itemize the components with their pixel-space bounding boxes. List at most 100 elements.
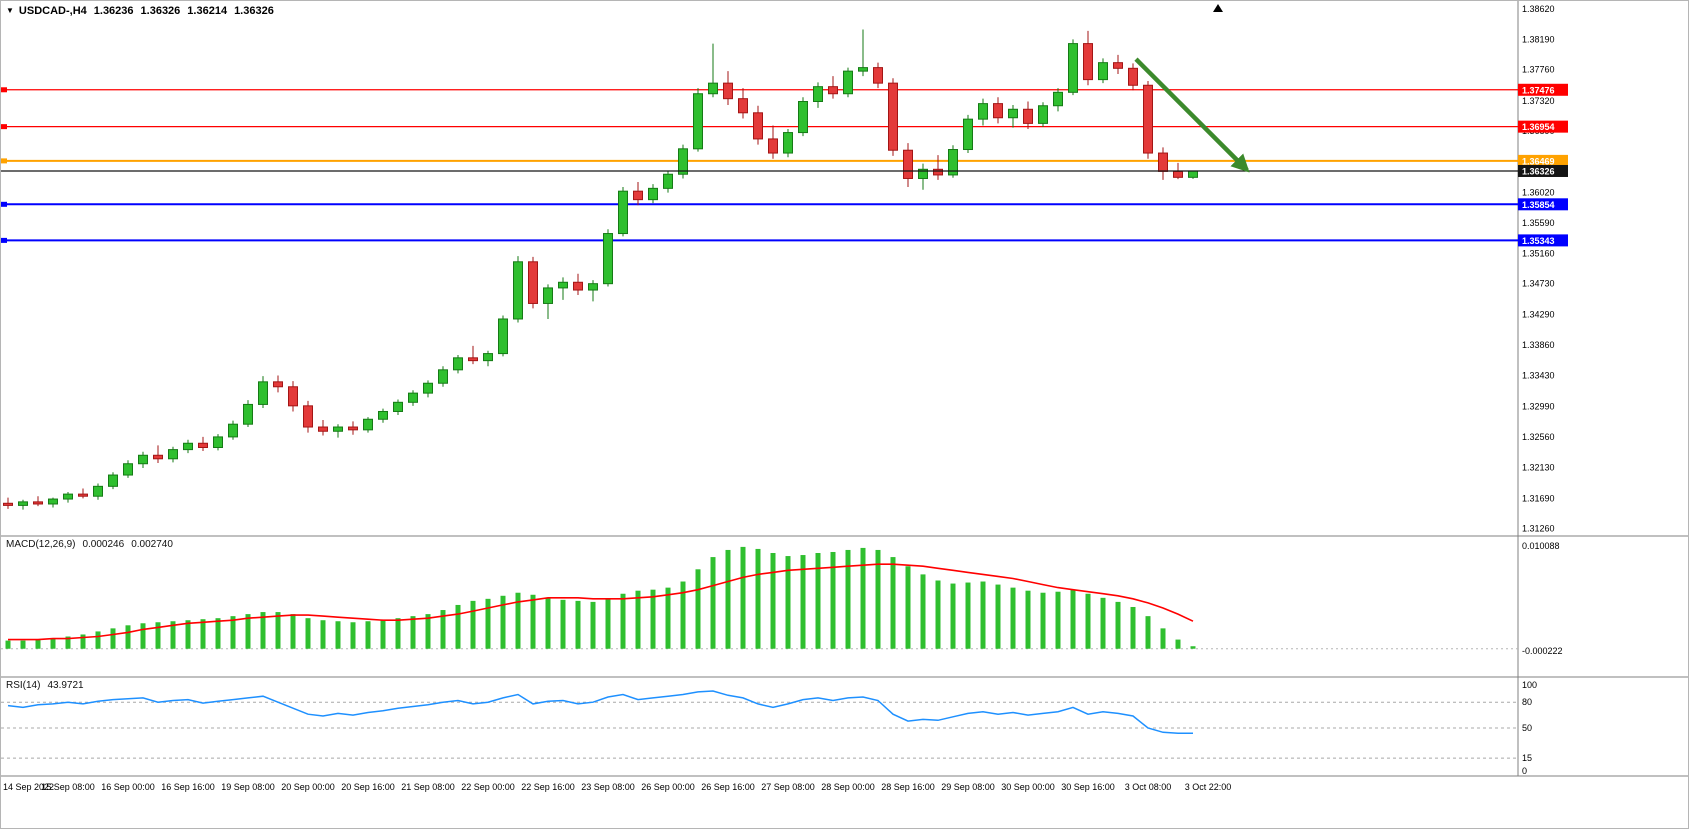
rsi-indicator-label: RSI(14): [6, 680, 41, 691]
price-tag-label: 1.35343: [1522, 236, 1555, 246]
candle-body: [1098, 62, 1108, 81]
macd-histogram-bar: [635, 590, 641, 649]
price-tag-label: 1.37476: [1522, 85, 1555, 95]
trend-arrow[interactable]: [1134, 57, 1250, 173]
candle-body: [168, 449, 178, 460]
macd-histogram-bar: [260, 612, 266, 649]
macd-histogram-bar: [1085, 593, 1091, 649]
candle-body: [708, 82, 718, 95]
candle-body: [213, 436, 223, 448]
time-axis-label: 21 Sep 08:00: [401, 782, 455, 792]
candle-body: [648, 187, 658, 201]
time-axis-label: 16 Sep 00:00: [101, 782, 155, 792]
candle-body: [903, 149, 913, 179]
candle-body: [573, 281, 583, 291]
rsi-axis-label: 15: [1522, 753, 1532, 763]
candle-body: [1173, 170, 1183, 178]
macd-histogram-bar: [605, 598, 611, 649]
macd-histogram-bar: [110, 628, 116, 649]
candle-body: [663, 173, 673, 189]
macd-histogram-bar: [500, 595, 506, 649]
macd-histogram-bar: [875, 549, 881, 649]
hline-left-marker: [1, 124, 7, 130]
candle-body: [948, 149, 958, 176]
candle-body: [753, 112, 763, 140]
macd-histogram-bar: [425, 614, 431, 649]
candle-body: [1113, 62, 1123, 69]
macd-histogram-bar: [20, 640, 26, 649]
candle-body: [1128, 67, 1138, 86]
rsi-line: [7, 690, 1193, 734]
candle-body: [363, 418, 373, 431]
hline-left-marker: [1, 237, 7, 243]
macd-histogram-bar: [575, 600, 581, 649]
candle-body: [1053, 91, 1063, 107]
ohlc-open: 1.36236: [93, 5, 134, 17]
price-tag-label: 1.35854: [1522, 200, 1555, 210]
macd-histogram-bar: [80, 634, 86, 649]
rsi-axis-label: 100: [1522, 680, 1537, 690]
candle-body: [558, 281, 568, 289]
macd-histogram-bar: [980, 581, 986, 649]
macd-histogram-bar: [320, 620, 326, 649]
price-tag: [1518, 234, 1568, 247]
candle-body: [873, 67, 883, 84]
macd-histogram-bar: [170, 621, 176, 649]
macd-histogram-bar: [800, 555, 806, 649]
macd-histogram-bar: [785, 556, 791, 649]
macd-histogram-bar: [1175, 639, 1181, 649]
candle-body: [1038, 105, 1048, 124]
macd-histogram-bar: [1040, 592, 1046, 649]
macd-histogram-bar: [665, 587, 671, 649]
macd-histogram-bar: [740, 546, 746, 649]
candle-body: [228, 423, 238, 438]
price-axis-label: 1.35160: [1522, 248, 1555, 258]
time-axis-label: 28 Sep 00:00: [821, 782, 875, 792]
price-axis-label: 1.32560: [1522, 432, 1555, 442]
candle-body: [258, 381, 268, 405]
candle-body: [513, 261, 523, 320]
price-axis-label: 1.34730: [1522, 279, 1555, 289]
candle-body: [588, 283, 598, 291]
time-axis-label: 28 Sep 16:00: [881, 782, 935, 792]
time-axis-label: 19 Sep 08:00: [221, 782, 275, 792]
candle-body: [768, 138, 778, 154]
candle-body: [273, 381, 283, 388]
candle-body: [978, 103, 988, 120]
macd-histogram-bar: [245, 614, 251, 649]
candle-body: [348, 426, 358, 431]
time-axis-label: 29 Sep 08:00: [941, 782, 995, 792]
rsi-indicator-header: RSI(14) 43.9721: [6, 680, 91, 691]
macd-histogram-bar: [335, 621, 341, 649]
price-axis-label: 1.37760: [1522, 65, 1555, 75]
candle-body: [783, 132, 793, 154]
symbol-dropdown-icon[interactable]: ▼: [6, 6, 14, 15]
price-axis-label: 1.36020: [1522, 188, 1555, 198]
price-axis-label: 1.38620: [1522, 4, 1555, 14]
macd-histogram-bar: [710, 557, 716, 649]
candle-body: [408, 392, 418, 403]
macd-histogram-bar: [755, 548, 761, 649]
price-tag: [1518, 120, 1568, 133]
price-tag-label: 1.36469: [1522, 156, 1555, 166]
candle-body: [993, 103, 1003, 119]
macd-histogram-bar: [935, 580, 941, 649]
hline-left-marker: [1, 87, 7, 93]
time-axis-label: 22 Sep 00:00: [461, 782, 515, 792]
candle-body: [393, 401, 403, 412]
time-axis-label: 23 Sep 08:00: [581, 782, 635, 792]
price-tag: [1518, 154, 1568, 167]
time-axis-label: 30 Sep 16:00: [1061, 782, 1115, 792]
time-axis-label: 20 Sep 00:00: [281, 782, 335, 792]
candle-body: [48, 498, 58, 505]
macd-histogram-bar: [650, 589, 656, 649]
candle-body: [183, 442, 193, 451]
rsi-value: 43.9721: [47, 680, 84, 691]
macd-histogram-bar: [365, 621, 371, 649]
candle-body: [1158, 152, 1168, 172]
candle-body: [243, 403, 253, 425]
candle-body: [18, 501, 28, 506]
macd-histogram-bar: [950, 583, 956, 649]
macd-histogram-bar: [440, 610, 446, 649]
